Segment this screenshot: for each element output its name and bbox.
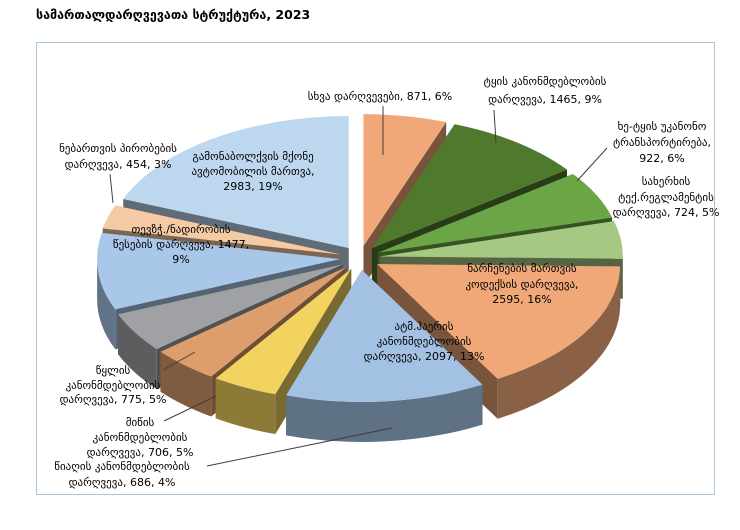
pie-slice[interactable] <box>102 205 341 255</box>
pie-slice-front-wall <box>118 314 157 390</box>
pie-slice[interactable] <box>286 269 483 402</box>
pie-slice-label: წიაღის კანონმდებლობის დარღვევა, 686, 4% <box>54 460 190 489</box>
pie-slice[interactable] <box>97 232 341 310</box>
label-leader-line <box>576 147 608 182</box>
pie-slice[interactable] <box>118 264 343 350</box>
pie-slice[interactable] <box>377 264 621 379</box>
chart-title: სამართალდარღვევათა სტრუქტურა, 2023 <box>36 7 311 22</box>
pie-slice-front-wall <box>97 259 116 350</box>
pie-slice-label: სახერხის ტექ.რეგლამენტის დარღვევა, 724, 5% <box>613 175 720 219</box>
pie-slice[interactable] <box>215 268 352 395</box>
pie-slice[interactable] <box>377 173 613 253</box>
pie-slice-front-wall <box>286 384 483 442</box>
pie-slice-label: გამონაბოლქვის მქონე ავტომობილის მართვა, 29… <box>191 150 314 193</box>
pie-slice-label: ატმ.ჰაერის კანონმდებლობის დარღვევა, 2097, … <box>364 320 485 363</box>
pie-slice-label: სხვა დარღვევები, 871, 6% <box>308 90 452 103</box>
label-leader-line <box>206 427 393 467</box>
pie-slice[interactable] <box>363 114 447 247</box>
pie-slice-label: მიწის კანონმდებლობის დარღვევა, 706, 5% <box>87 416 194 459</box>
pie-slice[interactable] <box>123 116 349 249</box>
pie-slice-label: წყლის კანონმდებლობის დარღვევა, 775, 5% <box>60 364 167 406</box>
label-leader-line <box>109 173 114 204</box>
pie-slice-front-wall <box>215 378 276 435</box>
pie-slice-front-wall <box>160 351 212 417</box>
pie-slice-label: ნარჩენების მართვის კოდექსის დარღვევა, 2595… <box>465 262 578 306</box>
pie-slice-label: ტყის კანონმდებლობის დარღვევა, 1465, 9% <box>484 75 607 106</box>
pie-slice[interactable] <box>379 221 623 259</box>
pie-slice-label: ნებართვის პირობების დარღვევა, 454, 3% <box>59 142 177 171</box>
label-leader-line <box>493 109 497 144</box>
pie-slice-label: ხე-ტყის უკანონო ტრანსპორტირება, 922, 6% <box>613 120 711 165</box>
pie-slice[interactable] <box>371 124 567 249</box>
pie-slice-front-wall <box>497 266 621 419</box>
pie-slice-label: თევზჭ./ნადირობის წესების დარღვევა, 1477, 9… <box>113 223 249 266</box>
label-leader-line <box>162 351 196 371</box>
pie-slice[interactable] <box>160 266 347 377</box>
label-leader-line <box>163 395 217 422</box>
